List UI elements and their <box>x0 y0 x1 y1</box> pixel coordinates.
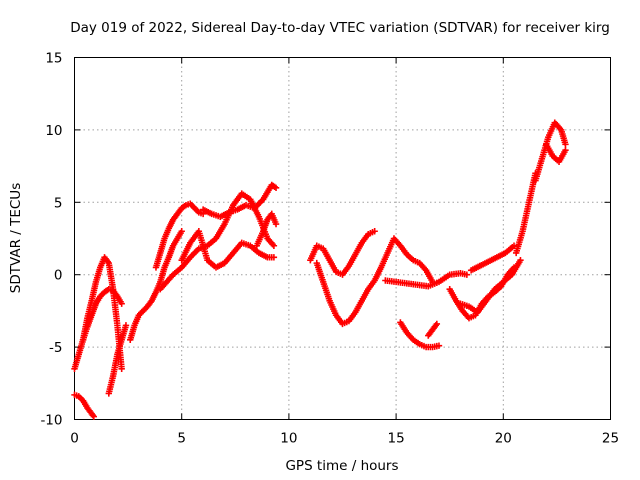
x-tick-label: 10 <box>280 431 297 447</box>
y-tick-label: 0 <box>54 268 63 284</box>
x-tick-label: 5 <box>177 431 186 447</box>
y-tick-label: 10 <box>45 123 62 139</box>
y-tick-label: 15 <box>45 51 62 67</box>
axis-ticks: 0 5 10 15 20 25 -10 -5 0 5 10 15 <box>40 51 619 447</box>
data-point <box>463 271 471 278</box>
data-point <box>122 322 130 329</box>
data-point <box>270 254 278 261</box>
data-point <box>517 257 524 264</box>
grid-lines <box>74 57 611 420</box>
data-point <box>371 228 378 235</box>
data-point <box>178 228 185 235</box>
data-point <box>433 320 441 328</box>
data-point <box>118 365 125 373</box>
x-tick-label: 15 <box>388 431 405 447</box>
data-point <box>90 413 97 420</box>
data-point <box>435 342 443 349</box>
y-tick-label: -5 <box>49 340 62 356</box>
data-point <box>118 300 125 307</box>
y-axis-title: SDTVAR / TECUs <box>8 183 24 293</box>
x-tick-label: 20 <box>495 431 512 447</box>
x-tick-label: 0 <box>70 431 79 447</box>
x-tick-label: 25 <box>602 431 619 447</box>
x-axis-title: GPS time / hours <box>285 458 398 474</box>
plot-frame <box>74 57 611 420</box>
data-point <box>562 141 569 148</box>
data-point <box>272 184 280 192</box>
y-tick-label: -10 <box>40 413 62 429</box>
chart-title: Day 019 of 2022, Sidereal Day-to-day VTE… <box>70 20 610 36</box>
y-tick-label: 5 <box>54 195 63 211</box>
data-point <box>272 220 280 228</box>
data-point <box>562 146 569 154</box>
data-point <box>270 242 278 249</box>
data-points <box>71 119 569 420</box>
